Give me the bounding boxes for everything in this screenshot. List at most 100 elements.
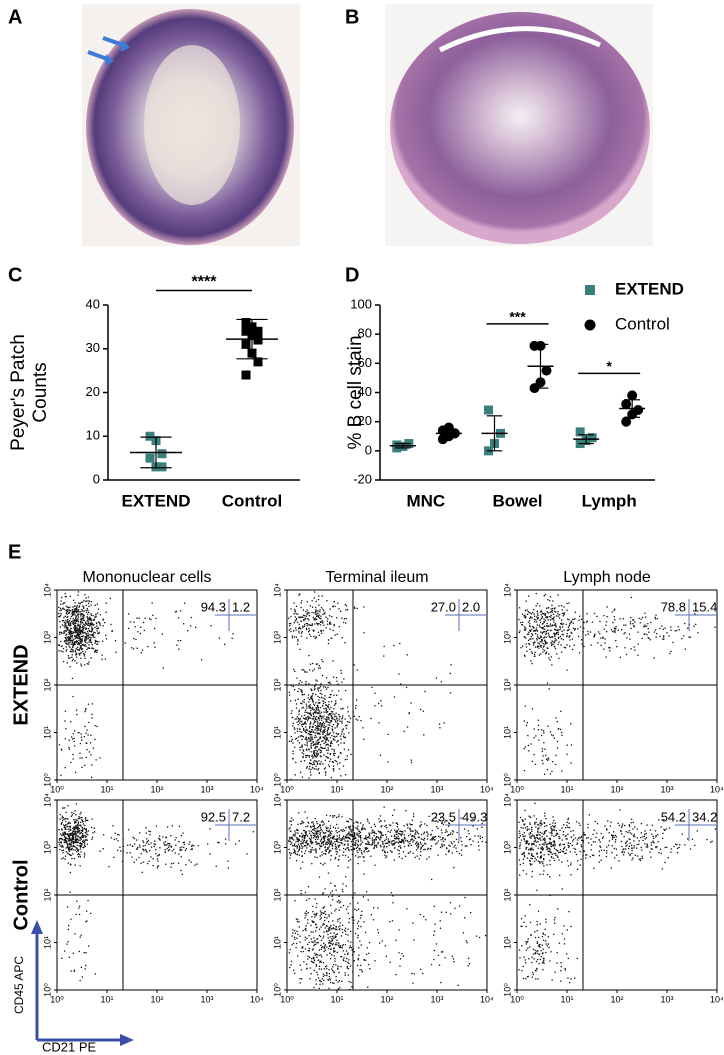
event-dot [303,829,305,832]
event-dot [73,644,75,646]
event-dot [81,630,83,632]
event-dot [533,608,535,611]
event-dot [84,842,86,845]
event-dot [393,840,395,842]
event-dot [73,829,75,831]
event-dot [76,607,78,610]
event-dot [343,847,345,850]
event-dot [298,926,300,928]
event-dot [305,731,307,733]
event-dot [455,847,457,849]
event-dot [309,725,311,728]
event-dot [361,841,364,843]
event-dot [327,937,329,939]
event-dot [537,613,539,615]
event-dot [78,642,80,644]
event-dot [68,924,70,927]
event-dot [93,631,95,633]
event-dot [149,618,151,620]
event-dot [424,690,426,693]
event-dot [98,641,100,643]
event-dot [328,841,331,843]
event-dot [319,827,322,829]
event-dot [333,735,335,738]
event-dot [316,763,319,765]
event-dot [353,919,355,921]
event-dot [319,844,321,846]
event-dot [451,830,454,832]
event-dot [336,835,338,837]
event-dot [357,928,359,930]
event-dot [310,695,312,697]
event-dot [624,647,626,649]
event-dot [82,627,85,630]
event-dot [369,837,371,839]
event-dot [91,634,93,636]
event-dot [333,835,335,837]
event-dot [521,624,524,626]
event-dot [524,746,527,748]
event-dot [315,930,317,932]
event-dot [332,899,334,901]
event-dot [86,648,88,651]
event-dot [58,838,61,840]
event-dot [450,841,452,843]
event-dot [528,815,530,817]
event-dot [327,744,329,746]
event-dot [179,849,181,851]
event-dot [605,624,607,626]
event-dot [327,724,329,726]
event-dot [302,669,305,671]
event-dot [312,948,314,950]
event-dot [301,690,303,692]
event-dot [348,732,350,734]
event-dot [298,713,300,716]
event-dot [180,610,182,612]
event-dot [143,850,145,852]
event-dot [305,925,307,927]
event-dot [416,832,419,834]
event-dot [320,761,322,763]
event-dot [72,649,74,651]
event-dot [359,917,362,919]
event-dot [348,921,350,924]
event-dot [315,708,317,710]
event-dot [142,841,145,844]
event-dot [337,756,339,759]
event-dot [388,824,391,826]
event-dot [437,840,439,842]
event-dot [401,840,403,842]
event-dot [315,611,317,613]
event-dot [346,840,348,842]
event-dot [76,830,78,832]
event-dot [387,733,389,736]
event-dot [305,831,307,833]
event-dot [159,835,161,837]
event-dot [540,610,542,612]
event-dot [524,609,526,612]
event-dot [63,834,65,836]
event-dot [524,840,526,842]
event-dot [544,639,546,641]
event-dot [306,749,308,751]
event-dot [83,623,85,625]
panel-label: B [345,6,359,28]
event-dot [156,867,159,869]
event-dot [66,662,68,664]
event-dot [75,913,77,915]
event-dot [314,939,316,942]
event-dot [317,942,319,944]
event-dot [363,873,365,875]
event-dot [481,826,483,828]
event-dot [64,615,66,617]
event-dot [546,616,548,618]
event-dot [149,850,151,852]
event-dot [441,845,443,848]
event-dot [94,831,96,833]
event-dot [293,844,296,846]
event-dot [556,747,559,749]
event-dot [411,830,413,832]
event-dot [306,624,308,627]
event-dot [335,721,337,723]
event-dot [346,758,348,760]
